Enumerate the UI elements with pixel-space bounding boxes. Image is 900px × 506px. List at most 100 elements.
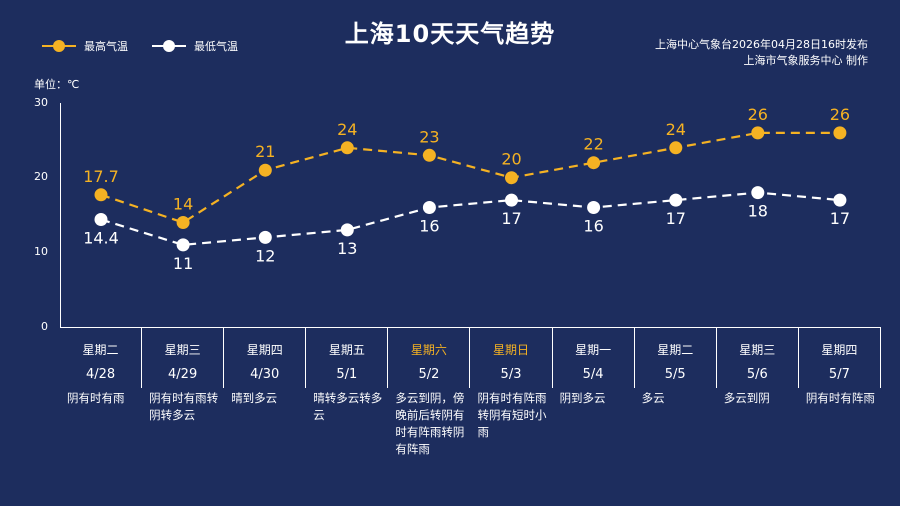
issuer-line-1: 上海中心气象台2026年04月28日16时发布 — [655, 38, 868, 51]
data-point — [751, 126, 765, 140]
data-point — [505, 193, 518, 207]
day-column: 星期三 5/6 — [717, 328, 799, 388]
data-point — [669, 193, 683, 207]
data-label: 14.4 — [83, 229, 119, 248]
weekday-label: 星期五 — [328, 343, 365, 357]
day-column: 星期四 4/30 — [224, 328, 307, 388]
date-label: 5/3 — [500, 367, 522, 382]
data-label: 22 — [583, 135, 603, 154]
weekday-label: 星期四 — [821, 343, 858, 357]
weekday-label: 星期三 — [739, 343, 776, 357]
data-label: 24 — [666, 120, 686, 139]
weather-description: 多云 — [641, 391, 665, 405]
data-label: 26 — [830, 105, 850, 124]
data-point — [587, 201, 601, 214]
data-label: 14 — [173, 195, 193, 214]
issuer-line-2: 上海市气象服务中心 制作 — [743, 54, 869, 67]
y-tick-label: 30 — [34, 96, 48, 109]
data-point — [176, 216, 190, 229]
x-axis-line — [60, 327, 881, 328]
weather-description-row: 阴有时有雨 阴有时有雨转阴转多云 晴到多云 晴转多云转多云 多云到阴，傍晚前后转阴有时有… — [60, 390, 881, 458]
date-label: 5/4 — [582, 367, 604, 382]
date-label: 5/2 — [418, 367, 440, 382]
issuer-info: 上海中心气象台2026年04月28日16时发布 上海市气象服务中心 制作 — [655, 37, 868, 69]
data-point — [669, 141, 683, 155]
date-label: 4/28 — [85, 367, 116, 382]
data-label: 23 — [419, 127, 439, 146]
data-label: 24 — [337, 120, 357, 139]
date-label: 5/5 — [664, 367, 686, 382]
legend-low-label: 最低气温 — [194, 40, 238, 53]
data-point — [587, 156, 601, 170]
data-point — [176, 238, 190, 252]
day-column: 星期四 5/7 — [799, 328, 881, 388]
day-column: 星期日 5/3 — [470, 328, 553, 388]
data-label: 17 — [666, 209, 686, 228]
data-point — [94, 188, 108, 202]
date-label: 4/30 — [250, 367, 280, 382]
date-label: 4/29 — [168, 367, 198, 382]
legend-item-low: 最低气温 — [152, 38, 238, 54]
unit-label: 单位：℃ — [34, 78, 80, 91]
legend-item-high: 最高气温 — [42, 38, 128, 54]
date-label: 5/7 — [828, 367, 850, 382]
data-point — [340, 223, 354, 237]
data-label: 13 — [337, 239, 357, 258]
legend-low-marker-icon — [152, 40, 186, 52]
weather-description: 阴到多云 — [559, 391, 606, 405]
data-point — [751, 186, 765, 200]
day-column: 星期二 4/28 — [60, 328, 143, 388]
weather-description: 晴到多云 — [231, 391, 278, 405]
series-line-1 — [100, 191, 841, 247]
day-column: 星期三 4/29 — [142, 328, 225, 388]
day-column: 星期二 5/5 — [635, 328, 717, 388]
y-tick-label: 20 — [34, 170, 48, 183]
legend-high-label: 最高气温 — [84, 40, 128, 53]
data-point — [833, 193, 847, 207]
weekday-label: 星期一 — [575, 343, 612, 357]
y-axis-line — [60, 103, 61, 327]
weather-description: 多云到阴 — [723, 391, 770, 405]
chart-title: 上海10天天气趋势 — [344, 20, 556, 48]
day-column: 星期六 5/2 — [388, 328, 471, 388]
weekday-label: 星期四 — [246, 343, 283, 357]
data-point — [833, 126, 847, 140]
series-line-0 — [100, 131, 840, 224]
data-label: 18 — [748, 202, 768, 221]
weather-description: 晴转多云转多云 — [313, 391, 383, 422]
y-tick-label: 10 — [34, 245, 48, 258]
data-label: 26 — [748, 105, 768, 124]
data-label: 16 — [419, 217, 439, 236]
data-point — [258, 230, 272, 244]
data-label: 11 — [173, 254, 193, 273]
data-label: 21 — [255, 142, 275, 161]
weather-description: 阴有时有阵雨 — [805, 391, 875, 405]
weekday-label: 星期二 — [82, 343, 119, 357]
data-label: 16 — [583, 217, 603, 236]
weather-description: 阴有时有雨 — [67, 391, 125, 405]
weekday-label: 星期六 — [410, 343, 447, 357]
data-point — [94, 213, 108, 226]
data-point — [340, 141, 354, 155]
weather-description: 多云到阴，傍晚前后转阴有时有阵雨转阴有阵雨 — [395, 391, 465, 456]
legend: 最高气温 最低气温 — [42, 38, 262, 54]
weather-description: 阴有时有阵雨转阴有短时小雨 — [477, 391, 547, 439]
weekday-label: 星期三 — [164, 343, 201, 357]
data-point — [422, 148, 436, 162]
legend-high-marker-icon — [42, 40, 76, 52]
data-label: 17.7 — [83, 167, 119, 186]
data-label: 17 — [830, 209, 850, 228]
data-label: 20 — [501, 150, 521, 169]
y-tick-label: 0 — [41, 320, 48, 333]
day-column: 星期五 5/1 — [306, 328, 389, 388]
day-column: 星期一 5/4 — [553, 328, 635, 388]
date-label: 5/6 — [746, 367, 768, 382]
date-label: 5/1 — [336, 367, 358, 382]
weekday-label: 星期二 — [657, 343, 694, 357]
data-point — [505, 171, 518, 185]
weather-description: 阴有时有雨转阴转多云 — [149, 391, 219, 422]
data-point — [422, 201, 436, 214]
weekday-label: 星期日 — [493, 343, 530, 357]
